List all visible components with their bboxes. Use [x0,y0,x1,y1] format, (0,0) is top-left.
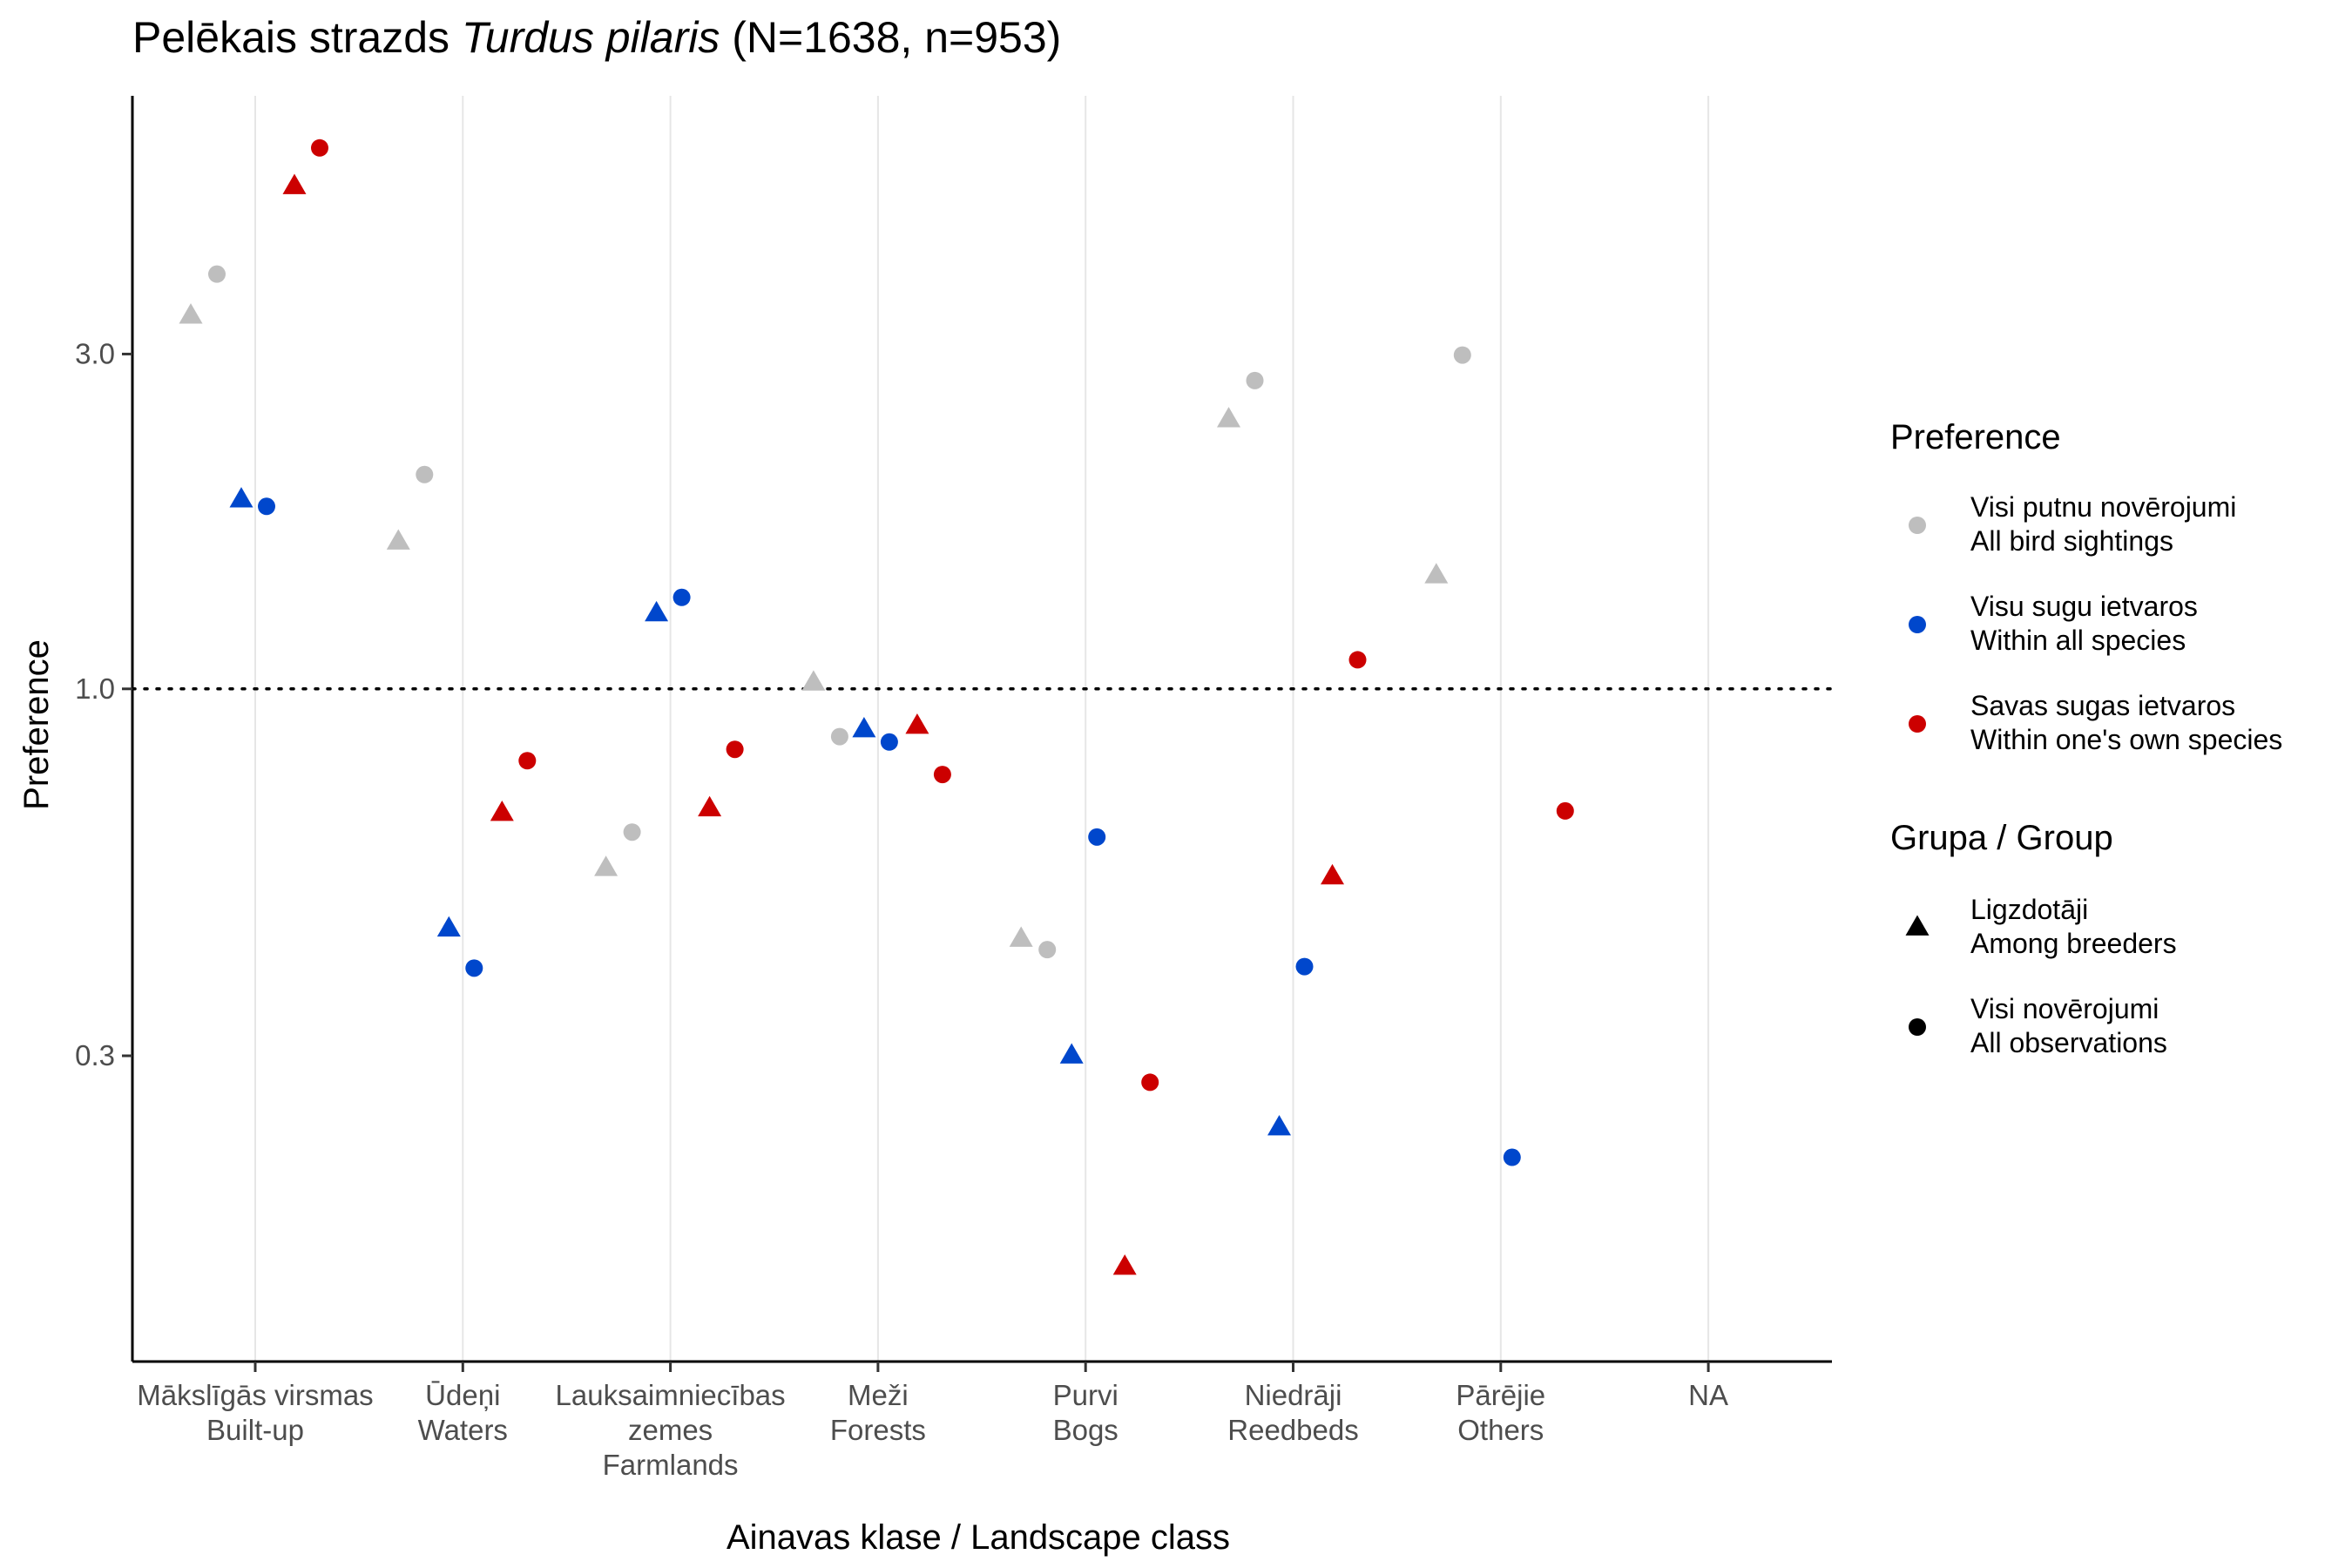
point-within-all-species-breeders [229,487,253,508]
point-within-own-species-breeders [905,713,929,734]
y-tick-label: 3.0 [75,337,115,369]
point-within-own-species-all [726,740,744,759]
point-within-all-species-all [1295,957,1314,976]
x-tick-label: Purvi Bogs [1053,1379,1119,1446]
legend-key-within-all-species [1909,616,1926,633]
point-all-bird-sightings-all [208,265,226,283]
x-axis-title: Ainavas klase / Landscape class [727,1518,1230,1557]
point-all-bird-sightings-all [416,465,434,483]
point-all-bird-sightings-breeders [1424,563,1449,584]
x-tick-label: NA [1688,1379,1728,1411]
legend-key-all-bird-sightings [1909,517,1926,534]
chart-title: Pelēkais strazds Turdus pilaris (N=1638,… [132,13,1061,62]
y-tick-label: 0.3 [75,1039,115,1071]
point-within-own-species-breeders [490,801,514,821]
x-tick-label: Lauksaimniecības zemes Farmlands [556,1379,786,1481]
x-tick-label: Meži Forests [830,1379,926,1446]
x-tick-label: Ūdeņi Waters [418,1379,508,1446]
point-within-own-species-all [1141,1073,1159,1092]
title-suffix: (N=1638, n=953) [720,13,1061,62]
point-all-bird-sightings-breeders [386,529,410,550]
point-within-all-species-all [258,497,275,516]
point-within-own-species-breeders [282,173,307,194]
legend-label: Among breeders [1970,928,2177,959]
point-all-bird-sightings-all [1246,371,1264,389]
point-within-own-species-breeders [1321,863,1344,885]
legend-label: Savas sugas ietvaros [1970,690,2235,721]
legend-label: Within one's own species [1970,724,2282,755]
title-species: Turdus pilaris [462,13,720,62]
point-within-all-species-breeders [1059,1043,1084,1064]
point-all-bird-sightings-breeders [179,303,203,324]
legend-label: Within all species [1970,625,2186,656]
point-within-all-species-breeders [645,600,669,622]
legend-label: Visi novērojumi [1970,993,2159,1024]
point-within-own-species-all [518,752,537,770]
point-within-all-species-all [465,959,483,977]
point-all-bird-sightings-all [623,823,641,841]
point-within-own-species-all [311,139,328,157]
legend-label: All observations [1970,1027,2167,1058]
point-all-bird-sightings-breeders [594,855,618,876]
x-tick-label: Mākslīgās virsmas Built-up [137,1379,373,1446]
point-all-bird-sightings-breeders [1009,926,1033,947]
point-within-all-species-breeders [852,716,876,738]
point-all-bird-sightings-all [830,727,848,746]
point-within-all-species-all [1088,828,1106,846]
legend-label: All bird sightings [1970,525,2173,557]
point-within-all-species-all [1503,1148,1521,1166]
legend-key-circle [1909,1018,1926,1036]
point-within-all-species-breeders [436,916,461,937]
point-within-own-species-breeders [698,795,722,817]
legend-title-preference: Preference [1890,418,2061,456]
legend-label: Visu sugu ietvaros [1970,591,2198,622]
legend-key-within-own-species [1909,715,1926,733]
point-within-all-species-all [672,588,691,606]
plot-area: 0.3 1.0 3.0 Mākslīgās virsmas Built-up Ūdeņi W… [75,96,1834,1481]
y-axis-title: Preference [17,639,56,810]
point-within-all-species-breeders [1267,1114,1291,1136]
point-all-bird-sightings-all [1038,941,1057,959]
y-tick-label: 1.0 [75,672,115,705]
title-prefix: Pelēkais strazds [132,13,462,62]
point-all-bird-sightings-all [1453,346,1471,364]
point-all-bird-sightings-breeders [801,670,826,691]
x-tick-label: Niedrāji Reedbeds [1227,1379,1358,1446]
point-within-own-species-all [933,766,951,784]
point-all-bird-sightings-breeders [1217,407,1240,428]
legend-label: Visi putnu novērojumi [1970,491,2236,523]
point-within-all-species-all [880,733,898,751]
legend-key-triangle [1905,915,1930,936]
point-within-own-species-breeders [1112,1254,1137,1275]
legend-title-group: Grupa / Group [1890,819,2113,857]
point-within-own-species-all [1556,801,1574,820]
legend-label: Ligzdotāji [1970,894,2088,925]
point-within-own-species-all [1348,651,1367,669]
x-tick-label: Pārējie Others [1456,1379,1545,1446]
